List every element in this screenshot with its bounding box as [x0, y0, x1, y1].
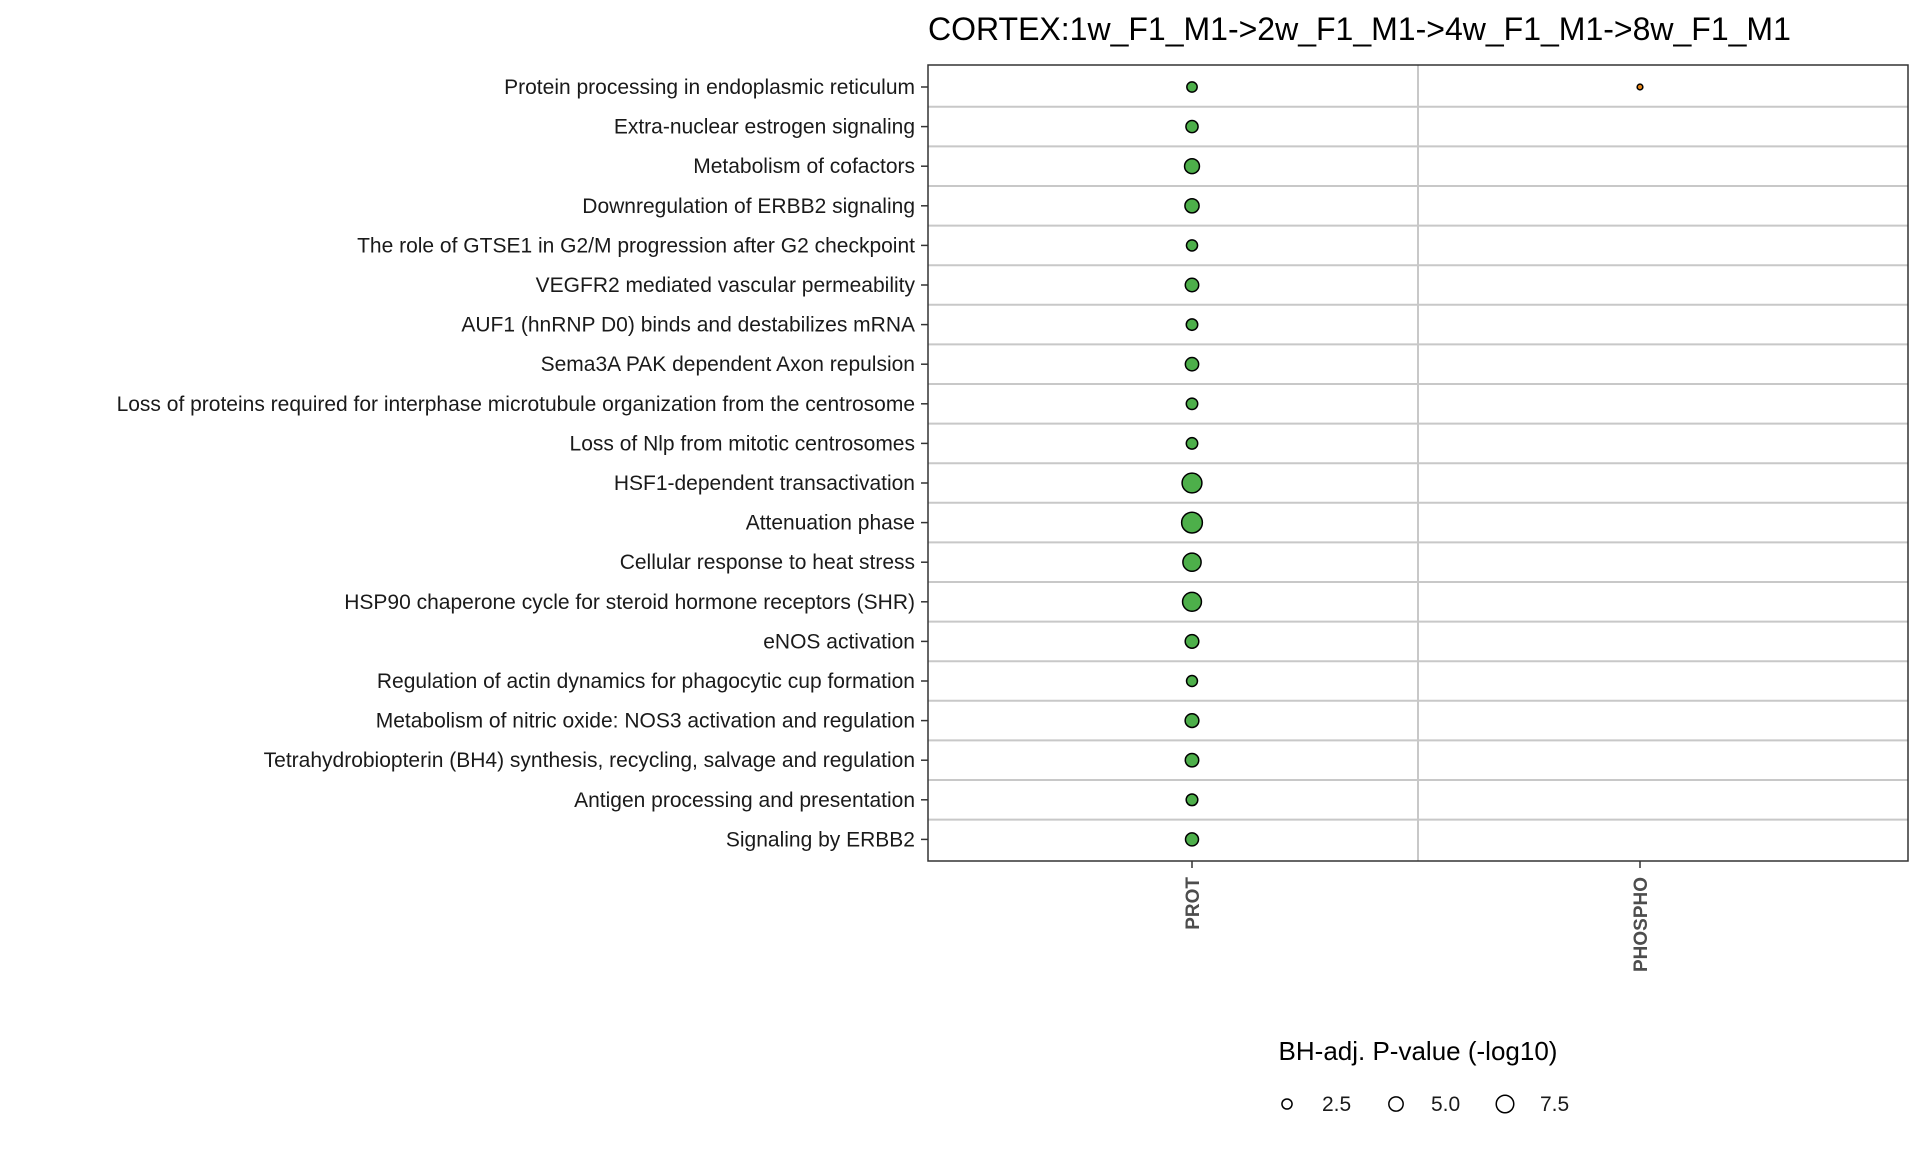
row-label: HSP90 chaperone cycle for steroid hormon…: [344, 591, 915, 614]
data-points: [1180, 81, 1644, 847]
bubble-point: [1186, 81, 1198, 93]
row-label: Sema3A PAK dependent Axon repulsion: [541, 353, 915, 376]
bubble-point: [1636, 83, 1644, 91]
row-label: Regulation of actin dynamics for phagocy…: [377, 670, 915, 693]
bubble-point: [1184, 633, 1200, 649]
bubble-point: [1181, 591, 1203, 612]
size-legend: BH-adj. P-value (-log10) 2.5 5.0 7.5: [1279, 1036, 1570, 1116]
legend-key: [1388, 1096, 1404, 1112]
bubble-point: [1184, 197, 1200, 214]
bubble-point: [1185, 397, 1199, 411]
panel-border: [927, 64, 1909, 862]
bubble-point: [1183, 158, 1201, 175]
row-label: Metabolism of cofactors: [693, 155, 915, 178]
row-labels: Protein processing in endoplasmic reticu…: [117, 76, 916, 851]
bubble-point: [1184, 356, 1200, 372]
column-labels: PROT PHOSPHO: [1183, 877, 1652, 972]
bubble-point: [1184, 832, 1200, 847]
bubble-point: [1184, 712, 1200, 729]
legend-label: 5.0: [1431, 1093, 1460, 1116]
row-label: Signaling by ERBB2: [726, 828, 915, 851]
legend-label: 2.5: [1322, 1093, 1351, 1116]
bubble-point: [1181, 472, 1203, 494]
bubble-point: [1184, 752, 1200, 768]
row-label: The role of GTSE1 in G2/M progression af…: [357, 234, 915, 257]
bubble-point: [1185, 239, 1199, 252]
row-label: Loss of proteins required for interphase…: [117, 393, 915, 416]
bubble-point: [1185, 793, 1199, 807]
row-label: Downregulation of ERBB2 signaling: [582, 195, 915, 218]
legend-key: [1281, 1098, 1293, 1110]
row-label: Extra-nuclear estrogen signaling: [614, 116, 915, 139]
column-label: PROT: [1183, 877, 1204, 930]
bubble-point: [1182, 552, 1202, 573]
bubble-point: [1185, 436, 1199, 450]
column-label: PHOSPHO: [1631, 877, 1652, 972]
legend-title: BH-adj. P-value (-log10): [1279, 1036, 1558, 1066]
row-label: VEGFR2 mediated vascular permeability: [536, 274, 916, 297]
bubble-point: [1180, 511, 1204, 534]
row-label: Tetrahydrobiopterin (BH4) synthesis, rec…: [264, 749, 915, 772]
row-label: Loss of Nlp from mitotic centrosomes: [570, 432, 915, 455]
row-label: Protein processing in endoplasmic reticu…: [504, 76, 915, 99]
row-label: HSF1-dependent transactivation: [614, 472, 915, 495]
row-label: Attenuation phase: [746, 512, 915, 535]
bubble-point: [1185, 119, 1199, 134]
row-label: Metabolism of nitric oxide: NOS3 activat…: [376, 710, 915, 733]
bubble-point: [1184, 277, 1200, 293]
chart-title: CORTEX:1w_F1_M1->2w_F1_M1->4w_F1_M1->8w_…: [928, 11, 1791, 47]
row-label: Cellular response to heat stress: [620, 551, 915, 574]
row-label: eNOS activation: [763, 630, 915, 653]
legend-key: [1495, 1094, 1515, 1114]
bubble-point: [1185, 318, 1199, 332]
grid-lines: [921, 65, 1908, 868]
row-label: AUF1 (hnRNP D0) binds and destabilizes m…: [461, 314, 915, 337]
legend-label: 7.5: [1540, 1093, 1569, 1116]
row-label: Antigen processing and presentation: [574, 789, 915, 812]
bubble-point: [1185, 674, 1199, 688]
